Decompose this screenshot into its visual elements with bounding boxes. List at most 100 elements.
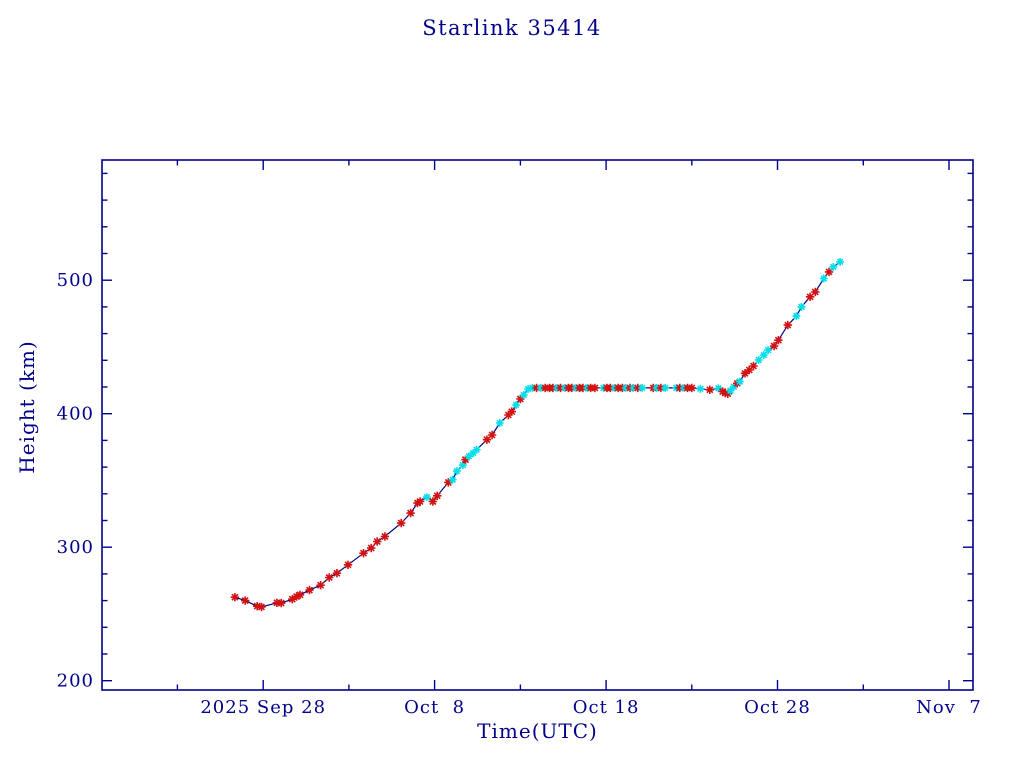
data-marker-red <box>343 560 353 569</box>
data-marker-cyan <box>448 475 457 484</box>
data-marker-cyan <box>714 384 723 393</box>
data-marker-red <box>606 383 615 393</box>
data-marker-red <box>292 592 301 601</box>
data-marker-cyan <box>696 384 705 393</box>
data-marker-red <box>745 365 754 375</box>
data-marker-red <box>397 518 406 528</box>
x-tick-label: Oct 28 <box>744 697 811 718</box>
data-marker-cyan <box>729 382 738 391</box>
data-marker-red <box>749 361 758 371</box>
data-marker-cyan <box>465 452 473 461</box>
x-axis-title: Time(UTC) <box>477 719 598 743</box>
data-marker-red <box>257 602 266 612</box>
data-marker-cyan <box>836 258 844 266</box>
data-marker-red <box>541 383 550 393</box>
data-marker-red <box>613 383 623 393</box>
y-tick-label: 500 <box>57 270 94 291</box>
data-marker-cyan <box>764 346 772 354</box>
data-marker-red <box>532 383 541 393</box>
data-marker-red <box>567 383 576 393</box>
data-marker-red <box>272 598 282 607</box>
data-marker-cyan <box>797 303 806 311</box>
data-marker-red <box>504 410 513 420</box>
y-axis-title: Height (km) <box>15 340 39 474</box>
data-marker-cyan <box>726 386 735 395</box>
y-tick-label: 200 <box>57 671 94 692</box>
data-marker-red <box>487 430 497 440</box>
data-marker-red <box>556 383 565 393</box>
data-marker-red <box>305 585 314 595</box>
y-tick-label: 400 <box>57 404 94 425</box>
data-marker-red <box>675 383 684 393</box>
data-marker-red <box>325 573 334 582</box>
data-marker-red <box>253 602 262 611</box>
data-marker-red <box>461 455 470 464</box>
data-marker-red <box>316 581 325 590</box>
data-marker-cyan <box>629 384 638 392</box>
data-marker-cyan <box>829 263 838 271</box>
data-marker-red <box>433 491 442 500</box>
data-marker-red <box>656 383 666 393</box>
data-marker-cyan <box>537 384 545 392</box>
data-marker-cyan <box>621 384 630 392</box>
data-marker-cyan <box>519 391 528 399</box>
data-marker-red <box>332 569 342 578</box>
data-marker-cyan <box>735 377 744 386</box>
data-marker-red <box>705 385 714 394</box>
data-marker-red <box>359 549 368 558</box>
data-marker-red <box>578 383 588 393</box>
data-marker-red <box>548 383 558 393</box>
data-marker-red <box>683 383 692 393</box>
height-series-line <box>234 261 841 608</box>
data-marker-red <box>507 407 516 416</box>
x-tick-label: Oct 8 <box>404 697 465 718</box>
data-marker-cyan <box>661 384 670 392</box>
data-marker-red <box>824 267 834 277</box>
x-tick-label: 2025 Sep 28 <box>200 697 326 718</box>
data-marker-red <box>373 537 382 546</box>
data-marker-red <box>687 383 696 393</box>
data-marker-red <box>783 320 792 330</box>
data-marker-cyan <box>472 445 481 454</box>
data-marker-red <box>633 383 642 393</box>
x-tick-label: Oct 18 <box>573 697 640 718</box>
data-marker-red <box>590 383 600 393</box>
data-marker-cyan <box>459 461 467 469</box>
data-marker-red <box>406 508 415 518</box>
data-marker-red <box>295 590 305 599</box>
data-marker-red <box>805 292 815 301</box>
plot-frame <box>101 159 974 691</box>
data-marker-red <box>723 389 732 398</box>
data-marker-red <box>241 596 250 605</box>
data-marker-red <box>380 532 390 541</box>
chart-title: Starlink 35414 <box>422 16 602 40</box>
data-marker-red <box>277 598 286 608</box>
data-marker-cyan <box>495 419 504 427</box>
data-marker-cyan <box>759 351 768 359</box>
data-marker-red <box>769 341 779 351</box>
data-marker-cyan <box>792 312 801 320</box>
data-marker-cyan <box>423 493 431 501</box>
data-marker-red <box>482 435 492 444</box>
data-marker-red <box>774 336 783 345</box>
data-marker-cyan <box>469 449 478 457</box>
data-marker-red <box>428 497 438 506</box>
data-marker-red <box>230 593 240 602</box>
data-marker-red <box>288 595 297 604</box>
data-marker-cyan <box>819 274 828 283</box>
data-marker-cyan <box>453 467 461 475</box>
data-marker-cyan <box>754 356 763 364</box>
data-marker-red <box>444 478 453 487</box>
data-marker-red <box>367 543 376 553</box>
y-tick-label: 300 <box>57 537 94 558</box>
data-marker-cyan <box>524 385 532 393</box>
data-marker-red <box>415 497 425 506</box>
x-tick-label: Nov 7 <box>916 697 982 718</box>
data-marker-cyan <box>512 401 520 409</box>
data-marker-red <box>811 287 820 297</box>
data-marker-cyan <box>638 384 646 392</box>
data-marker-red <box>516 394 525 404</box>
data-marker-red <box>740 369 750 378</box>
